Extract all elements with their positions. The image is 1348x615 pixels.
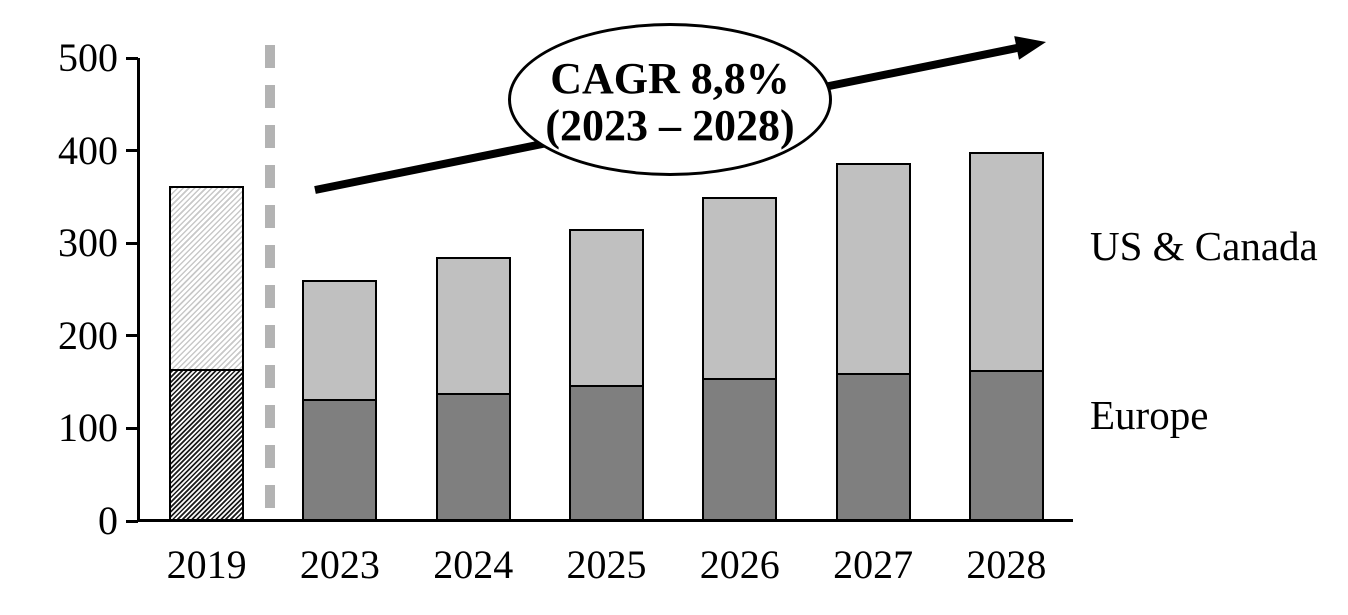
x-axis-label: 2019 [166, 542, 247, 587]
x-axis-label: 2025 [566, 542, 647, 587]
x-axis-label: 2027 [833, 542, 914, 587]
bar-segment-us-canada [435, 257, 511, 396]
bar-segment-europe [302, 400, 378, 521]
bar-2024 [435, 257, 511, 521]
series-label-europe: Europe [1090, 392, 1209, 438]
y-axis-tick [126, 56, 138, 60]
bar-segment-europe [968, 371, 1044, 521]
y-axis-tick [126, 519, 138, 523]
y-axis-tick-label: 300 [58, 220, 118, 266]
bar-segment-us-canada [302, 280, 378, 401]
series-label-us-canada: US & Canada [1090, 223, 1318, 269]
bar-segment-europe [835, 374, 911, 521]
separator-dashed-line [265, 45, 275, 513]
y-axis-tick-label: 0 [98, 498, 118, 543]
y-axis-line [137, 58, 140, 522]
y-axis-tick [126, 334, 138, 338]
bar-2025 [569, 229, 644, 521]
bar-segment-us-canada [702, 196, 778, 381]
y-axis-tick [126, 241, 138, 245]
y-axis-tick [126, 426, 138, 430]
bar-2028 [968, 152, 1044, 521]
cagr-annotation-line1: CAGR 8,8% [550, 53, 790, 103]
x-axis-label: 2028 [966, 542, 1047, 587]
cagr-annotation: CAGR 8,8% (2023 – 2028) [508, 23, 832, 176]
bar-segment-us-canada [169, 185, 245, 371]
bar-2023 [302, 280, 378, 521]
bar-segment-us-canada [835, 162, 911, 375]
bar-segment-europe [169, 371, 245, 521]
bar-segment-europe [702, 380, 778, 521]
bar-segment-europe [435, 395, 511, 521]
x-axis-label: 2024 [433, 542, 514, 587]
x-axis-label: 2023 [299, 542, 380, 587]
y-axis-tick-label: 500 [58, 35, 118, 80]
bar-2026 [702, 196, 778, 521]
x-axis-label: 2026 [699, 542, 780, 587]
cagr-annotation-line2: (2023 – 2028) [545, 100, 795, 150]
y-axis-tick-label: 200 [58, 312, 118, 358]
arrowhead-icon [1014, 36, 1046, 60]
bar-2019 [169, 185, 245, 521]
y-axis-tick-label: 100 [58, 405, 118, 451]
bar-2027 [835, 162, 911, 521]
bar-segment-europe [569, 386, 644, 521]
y-axis-tick [126, 149, 138, 153]
bar-segment-us-canada [569, 229, 644, 387]
bar-segment-us-canada [968, 152, 1044, 372]
y-axis-tick-label: 400 [58, 127, 118, 173]
